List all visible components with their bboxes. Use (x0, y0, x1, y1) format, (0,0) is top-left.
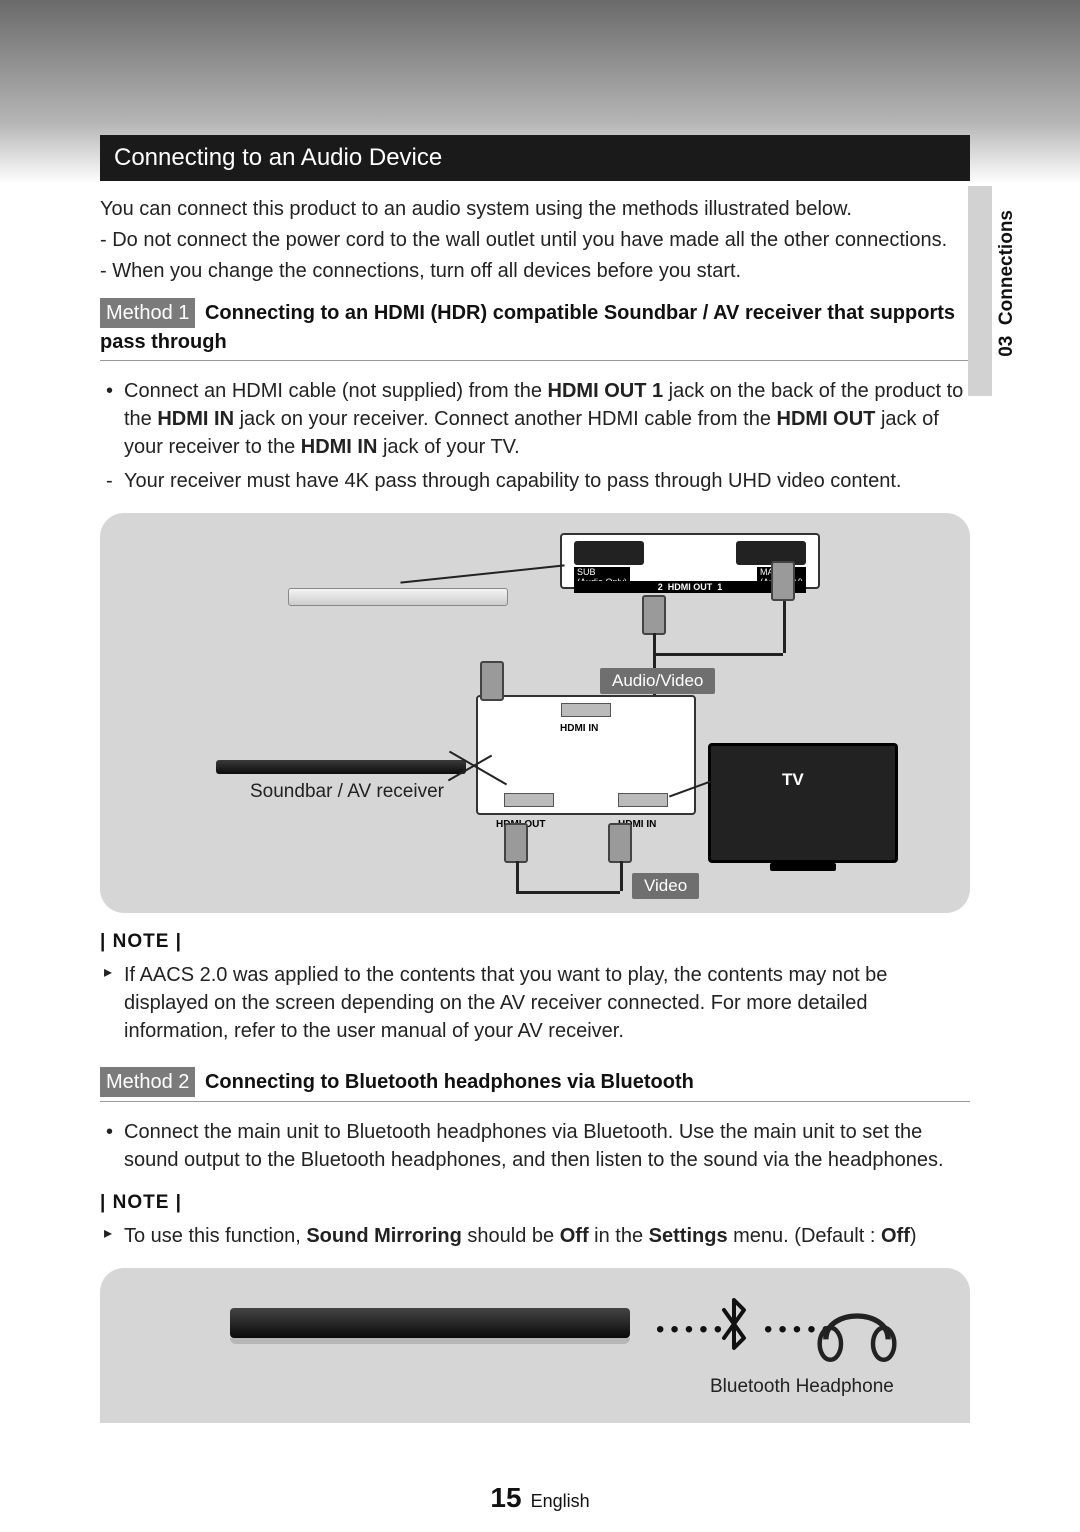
hdmi-in-label: HDMI IN (560, 723, 598, 734)
note1-text: If AACS 2.0 was applied to the contents … (100, 961, 970, 1045)
receiver-box (476, 695, 696, 815)
tv-device (708, 743, 898, 863)
intro-l1: You can connect this product to an audio… (100, 195, 970, 224)
diagram-bluetooth: ••••• ••••• Bluetooth Headphone (100, 1268, 970, 1423)
circ2: 2 (658, 582, 663, 592)
page-footer: 15 English (0, 1482, 1080, 1514)
tv-stand (770, 863, 836, 871)
method1-badge: Method 1 (100, 298, 195, 328)
page-number: 15 (490, 1482, 521, 1513)
player-device (288, 588, 508, 606)
hdmi-port-sub (574, 541, 644, 565)
headphone-icon (812, 1286, 902, 1366)
audio-video-tag: Audio/Video (600, 668, 715, 694)
player-device-2 (230, 1308, 630, 1338)
bt-headphone-label: Bluetooth Headphone (710, 1376, 894, 1398)
hdmi-out-port-recv (504, 793, 554, 807)
method2-bullets: Connect the main unit to Bluetooth headp… (100, 1118, 970, 1174)
method1-dash1: Your receiver must have 4K pass through … (100, 467, 970, 495)
diagram-hdmi: SUB(Audio Only) MAIN(Audio/TV) 2 HDMI OU… (100, 513, 970, 913)
note1-label: | NOTE | (100, 931, 970, 953)
tv-label: TV (782, 770, 804, 790)
section-header: Connecting to an Audio Device (100, 135, 970, 181)
page-lang: English (531, 1491, 590, 1511)
soundbar-device (216, 760, 466, 774)
method1-title-b: pass through (100, 331, 227, 353)
cable (783, 595, 786, 653)
hdmi-plug-icon (642, 595, 666, 635)
bluetooth-icon (714, 1296, 754, 1365)
method2-heading: Method 2 Connecting to Bluetooth headpho… (100, 1067, 970, 1102)
cable (620, 861, 623, 891)
callout-line (400, 564, 564, 583)
intro-block: You can connect this product to an audio… (100, 195, 970, 286)
method2-badge: Method 2 (100, 1067, 195, 1097)
soundbar-label: Soundbar / AV receiver (250, 781, 444, 803)
method1-bullet1: Connect an HDMI cable (not supplied) fro… (100, 377, 970, 461)
cable (516, 861, 519, 891)
note2-text: To use this function, Sound Mirroring sh… (100, 1222, 970, 1250)
side-chapter-title: Connections (996, 210, 1017, 325)
intro-l3: When you change the connections, turn of… (100, 257, 970, 286)
page-content: Connecting to an Audio Device You can co… (0, 0, 1080, 1423)
cable (516, 891, 620, 894)
method1-bullets: Connect an HDMI cable (not supplied) fro… (100, 377, 970, 495)
hdmi-in-port-recv (618, 793, 668, 807)
hdmi-plug-icon (771, 561, 795, 601)
hdmi-plug-icon (480, 661, 504, 701)
circ1: 1 (717, 582, 722, 592)
side-chapter-label: 03 Connections (996, 210, 1018, 357)
hdmi-in-port (561, 703, 611, 717)
method2-title: Connecting to Bluetooth headphones via B… (205, 1071, 694, 1093)
method1-title-a: Connecting to an HDMI (HDR) compatible S… (205, 302, 955, 324)
method1-heading: Method 1 Connecting to an HDMI (HDR) com… (100, 298, 970, 361)
video-tag: Video (632, 873, 699, 899)
method2-bullet1: Connect the main unit to Bluetooth headp… (100, 1118, 970, 1174)
side-chapter-num: 03 (996, 336, 1017, 357)
intro-l2: Do not connect the power cord to the wal… (100, 226, 970, 255)
side-tab (968, 186, 992, 396)
hdmi-plug-icon (504, 823, 528, 863)
note2-label: | NOTE | (100, 1192, 970, 1214)
cable (653, 653, 783, 656)
hdmi-plug-icon (608, 823, 632, 863)
